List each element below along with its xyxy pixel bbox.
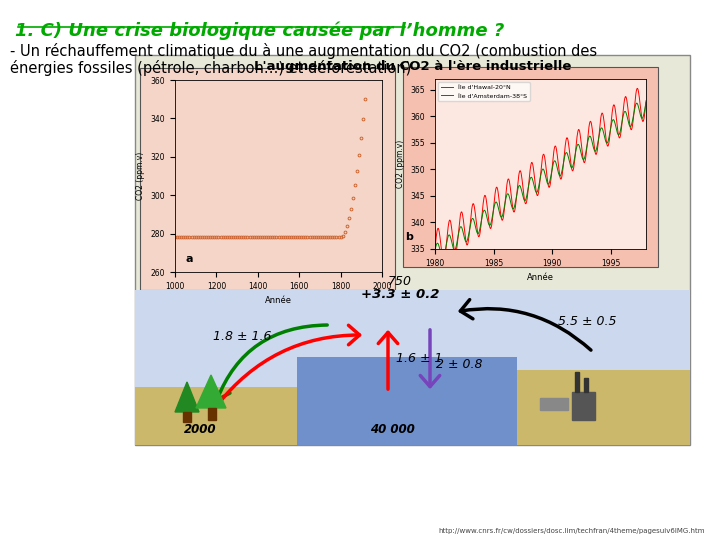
FancyArrowPatch shape [212,325,327,400]
FancyBboxPatch shape [140,68,395,290]
Text: +3.3 ± 0.2: +3.3 ± 0.2 [361,288,439,301]
Text: 1.6 ± 1: 1.6 ± 1 [396,352,443,365]
Text: b: b [405,233,413,242]
Text: 1.8 ± 1.6: 1.8 ± 1.6 [212,330,271,343]
Île d'Hawaï-20°N [604,142,613,149]
Polygon shape [175,382,199,412]
Île d'Hawaï-20°N [557,176,565,183]
FancyArrowPatch shape [420,330,440,387]
Y-axis label: CO2 (ppm.v): CO2 (ppm.v) [136,152,145,200]
Polygon shape [196,375,226,408]
Text: 1. C) Une crise biologique causée par l’homme ?: 1. C) Une crise biologique causée par l’… [15,22,505,40]
Polygon shape [572,392,595,420]
Île d'Amsterdam-38°S [637,114,646,121]
Text: 2 ± 0.8: 2 ± 0.8 [436,358,482,371]
Île d'Amsterdam-38°S [438,255,447,261]
Polygon shape [584,378,588,392]
X-axis label: Année: Année [265,296,292,305]
Île d'Hawaï-20°N [439,258,448,265]
FancyArrowPatch shape [460,300,591,350]
Text: 2000: 2000 [184,423,216,436]
Text: http://www.cnrs.fr/cw/dossiers/dosc.lim/techfran/4theme/pagesuiv6IMG.htm: http://www.cnrs.fr/cw/dossiers/dosc.lim/… [438,528,705,534]
Île d'Hawaï-20°N [431,246,439,252]
FancyArrowPatch shape [217,325,359,406]
Île d'Amsterdam-38°S [431,247,439,254]
Polygon shape [575,372,579,392]
FancyBboxPatch shape [503,370,690,445]
FancyBboxPatch shape [135,55,690,445]
Text: énergies fossiles (pétrole, charbon…) et déforestation): énergies fossiles (pétrole, charbon…) et… [10,60,411,76]
FancyBboxPatch shape [297,357,517,445]
Île d'Amsterdam-38°S [642,99,650,106]
FancyBboxPatch shape [403,67,658,267]
FancyBboxPatch shape [135,290,690,445]
Polygon shape [208,408,216,420]
Y-axis label: CO2 (ppm.v): CO2 (ppm.v) [396,140,405,188]
FancyArrowPatch shape [378,333,397,389]
Île d'Hawaï-20°N [531,185,540,191]
Line: Île d'Amsterdam-38°S: Île d'Amsterdam-38°S [435,103,646,258]
Île d'Amsterdam-38°S [604,137,613,144]
Île d'Amsterdam-38°S [533,189,541,195]
Text: L'augmentation du CO2 à l'ère industrielle: L'augmentation du CO2 à l'ère industriel… [254,60,571,73]
Île d'Hawaï-20°N [642,98,650,104]
Text: 40 000: 40 000 [369,423,415,436]
Île d'Hawaï-20°N [637,115,646,122]
Text: 750: 750 [388,275,412,288]
Polygon shape [183,412,191,422]
Line: Île d'Hawaï-20°N: Île d'Hawaï-20°N [435,89,646,261]
Île d'Amsterdam-38°S [531,188,540,194]
FancyBboxPatch shape [135,387,313,445]
Legend: Île d'Hawaï-20°N, Île d'Amsterdam-38°S: Île d'Hawaï-20°N, Île d'Amsterdam-38°S [438,82,530,101]
Text: 5.5 ± 0.5: 5.5 ± 0.5 [558,315,616,328]
Île d'Hawaï-20°N [545,184,554,190]
Text: a: a [185,254,193,265]
X-axis label: Année: Année [527,273,554,282]
Text: - Un réchauffement climatique du à une augmentation du CO2 (combustion des: - Un réchauffement climatique du à une a… [10,43,597,59]
Île d'Hawaï-20°N [533,192,541,198]
Île d'Amsterdam-38°S [545,179,554,185]
Polygon shape [540,398,568,410]
Île d'Hawaï-20°N [633,85,642,92]
Île d'Amsterdam-38°S [557,171,565,178]
